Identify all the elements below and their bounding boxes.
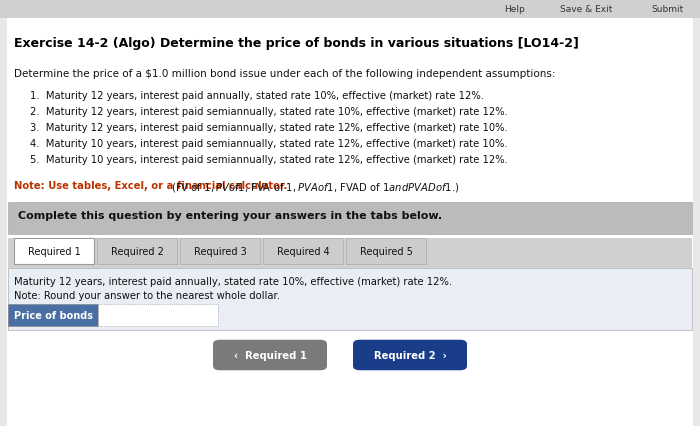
Text: Price of bonds: Price of bonds [13,310,92,320]
Text: Submit: Submit [651,5,683,14]
Text: ‹  Required 1: ‹ Required 1 [234,350,307,360]
Text: Required 2  ›: Required 2 › [374,350,447,360]
Text: Required 4: Required 4 [276,246,330,256]
Text: (FV of $1, PV of $1, FVA of $1, PVA of $1, FVAD of $1 and PVAD of $1.): (FV of $1, PV of $1, FVA of $1, PVA of $… [167,181,459,193]
Text: 4.  Maturity 10 years, interest paid semiannually, stated rate 12%, effective (m: 4. Maturity 10 years, interest paid semi… [30,139,508,149]
Text: Save & Exit: Save & Exit [560,5,612,14]
Text: Required 3: Required 3 [194,246,246,256]
Text: 3.  Maturity 12 years, interest paid semiannually, stated rate 12%, effective (m: 3. Maturity 12 years, interest paid semi… [30,123,508,132]
Text: Help: Help [504,5,525,14]
Text: Required 1: Required 1 [27,246,81,256]
Text: Maturity 12 years, interest paid annually, stated rate 10%, effective (market) r: Maturity 12 years, interest paid annuall… [14,276,452,286]
Text: Determine the price of a $1.0 million bond issue under each of the following ind: Determine the price of a $1.0 million bo… [14,69,556,79]
Text: 2.  Maturity 12 years, interest paid semiannually, stated rate 10%, effective (m: 2. Maturity 12 years, interest paid semi… [30,107,508,117]
Text: Exercise 14-2 (Algo) Determine the price of bonds in various situations [LO14-2]: Exercise 14-2 (Algo) Determine the price… [14,37,579,50]
Text: Required 2: Required 2 [111,246,163,256]
Text: Required 5: Required 5 [360,246,412,256]
Text: Complete this question by entering your answers in the tabs below.: Complete this question by entering your … [18,210,442,221]
Text: 5.  Maturity 10 years, interest paid semiannually, stated rate 12%, effective (m: 5. Maturity 10 years, interest paid semi… [30,155,508,164]
Text: Note: Use tables, Excel, or a financial calculator.: Note: Use tables, Excel, or a financial … [14,181,288,190]
Text: 1.  Maturity 12 years, interest paid annually, stated rate 10%, effective (marke: 1. Maturity 12 years, interest paid annu… [30,91,484,101]
Text: Note: Round your answer to the nearest whole dollar.: Note: Round your answer to the nearest w… [14,290,280,300]
